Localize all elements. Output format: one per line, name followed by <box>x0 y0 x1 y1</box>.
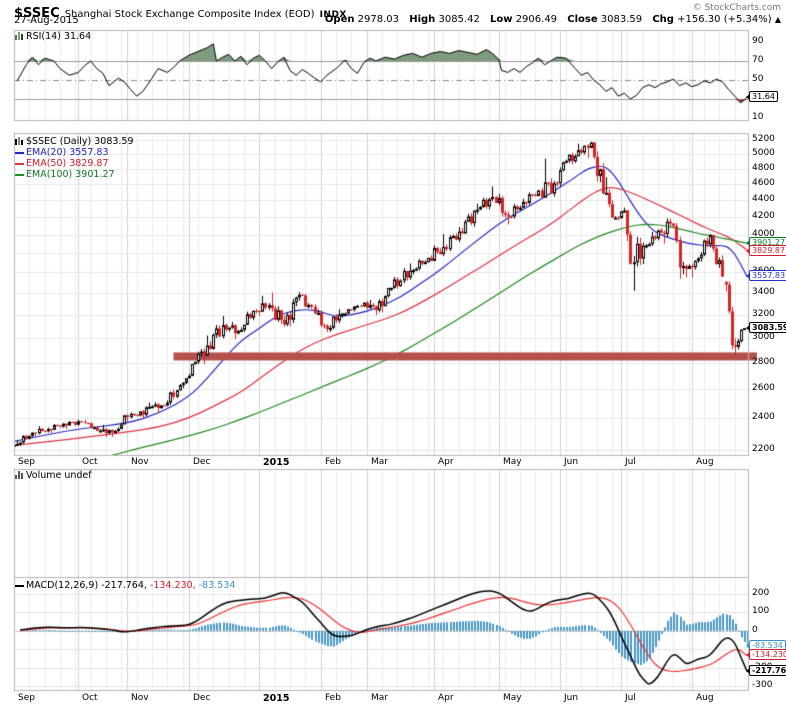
open-label: Open <box>324 14 355 25</box>
y-tick-label: 4400 <box>752 194 775 204</box>
month-label: Dec <box>193 693 211 703</box>
price-legend-text: $SSEC (Daily) 3083.59 <box>26 136 134 147</box>
y-tick-label: 90 <box>752 36 764 46</box>
ema20-swatch-icon <box>15 151 24 154</box>
month-label: Apr <box>438 693 454 703</box>
y-tick-label: 5000 <box>752 148 775 158</box>
macd-swatch-icon <box>15 584 24 587</box>
close-value-badge: 3083.59 <box>745 322 786 333</box>
up-arrow-icon: ▲ <box>774 15 781 24</box>
ema20-value-badge: 3557.83 <box>745 270 786 281</box>
ema100-swatch-icon <box>15 173 24 176</box>
y-tick-label: -300 <box>752 680 773 690</box>
exchange-label: INDX <box>319 10 347 20</box>
month-label: Jun <box>564 693 579 703</box>
y-tick-label: 3000 <box>752 332 775 342</box>
high-label: High <box>409 14 436 25</box>
ema50-legend: EMA(50) 3829.87 <box>15 158 134 169</box>
month-label: Sep <box>18 693 35 703</box>
chart-date: 27-Aug-2015 <box>14 15 79 26</box>
high-value: 3085.42 <box>438 14 480 25</box>
y-tick-label: 4600 <box>752 178 775 188</box>
month-label: 2015 <box>263 693 290 704</box>
y-tick-label: 2200 <box>752 444 775 454</box>
month-label: Oct <box>82 693 98 703</box>
month-label: Nov <box>131 693 149 703</box>
y-tick-label: 4800 <box>752 163 775 173</box>
month-label: Apr <box>438 457 454 467</box>
month-label: May <box>503 693 522 703</box>
month-label: Sep <box>18 457 35 467</box>
month-label: Dec <box>193 457 211 467</box>
y-tick-label: 3200 <box>752 309 775 319</box>
chg-value: +156.30 (+5.34%) <box>677 14 772 25</box>
price-legend-line: $SSEC (Daily) 3083.59 <box>15 136 134 147</box>
macd-value: -217.764, <box>101 580 147 591</box>
rsi-value-badge: 31.64 <box>746 91 778 102</box>
watermark: © StockCharts.com <box>692 3 781 13</box>
month-label: Nov <box>131 457 149 467</box>
y-tick-label: 5200 <box>752 134 775 144</box>
month-label: Aug <box>696 457 714 467</box>
month-label: Mar <box>371 693 388 703</box>
macd-hist-value: -83.534 <box>198 580 236 591</box>
month-label: May <box>503 457 522 467</box>
rsi-icon <box>15 32 24 40</box>
y-tick-label: 0 <box>752 625 758 635</box>
y-tick-label: 2800 <box>752 357 775 367</box>
y-tick-label: 200 <box>752 588 770 598</box>
month-label: Jul <box>625 693 636 703</box>
macd-legend: MACD(12,26,9) -217.764, -134.230, -83.53… <box>15 580 235 591</box>
close-value: 3083.59 <box>600 14 643 25</box>
ema50-value-badge: 3829.87 <box>745 245 786 256</box>
price-legend: $SSEC (Daily) 3083.59 EMA(20) 3557.83 EM… <box>15 136 134 180</box>
month-axis-mid: Sep Oct Nov Dec 2015 Feb Mar Apr May Jun Jul Aug <box>0 457 786 468</box>
volume-icon <box>15 471 24 479</box>
chg-label: Chg <box>652 14 674 25</box>
month-label: Aug <box>696 693 714 703</box>
quote-row: Open 2978.03 High 3085.42 Low 2906.49 Cl… <box>325 14 781 25</box>
macd-value-badge: -217.764 <box>746 665 786 676</box>
rsi-legend: RSI(14) 31.64 <box>15 31 91 42</box>
month-axis-bottom: Sep Oct Nov Dec 2015 Feb Mar Apr May Jun Jul Aug <box>0 693 786 704</box>
macd-signal-badge: -134.230 <box>746 649 786 660</box>
rsi-legend-text: RSI(14) 31.64 <box>26 31 92 42</box>
volume-legend: Volume undef <box>15 470 92 481</box>
macd-legend-text: MACD(12,26,9) <box>26 580 99 591</box>
month-label: 2015 <box>263 457 290 468</box>
y-tick-label: 50 <box>752 74 764 84</box>
volume-legend-text: Volume undef <box>26 470 92 481</box>
macd-signal-value: -134.230, <box>149 580 196 591</box>
month-label: Jun <box>564 457 579 467</box>
y-tick-label: 10 <box>752 112 764 122</box>
ema50-swatch-icon <box>15 162 24 165</box>
y-tick-label: 70 <box>752 55 764 65</box>
y-tick-label: 4200 <box>752 211 775 221</box>
month-label: Feb <box>325 693 341 703</box>
month-label: Feb <box>325 457 341 467</box>
open-value: 2978.03 <box>357 14 400 25</box>
month-label: Oct <box>82 457 98 467</box>
ema100-legend: EMA(100) 3901.27 <box>15 169 134 180</box>
month-label: Jul <box>625 457 636 467</box>
low-label: Low <box>490 14 513 25</box>
y-tick-label: 3400 <box>752 287 775 297</box>
symbol-label: $SSEC <box>14 6 60 21</box>
y-tick-label: 2600 <box>752 383 775 393</box>
candlestick-icon <box>15 137 24 145</box>
close-label: Close <box>567 14 598 25</box>
symbol-name: Shanghai Stock Exchange Composite Index … <box>64 9 315 20</box>
low-value: 2906.49 <box>515 14 558 25</box>
header-title-row: $SSEC Shanghai Stock Exchange Composite … <box>14 2 347 21</box>
month-label: Mar <box>371 457 388 467</box>
ema20-legend-text: EMA(20) 3557.83 <box>26 147 109 158</box>
ema100-legend-text: EMA(100) 3901.27 <box>26 169 115 180</box>
y-tick-label: 2400 <box>752 412 775 422</box>
y-tick-label: 4000 <box>752 229 775 239</box>
ema20-legend: EMA(20) 3557.83 <box>15 147 134 158</box>
y-tick-label: 100 <box>752 606 770 616</box>
ema50-legend-text: EMA(50) 3829.87 <box>26 158 109 169</box>
